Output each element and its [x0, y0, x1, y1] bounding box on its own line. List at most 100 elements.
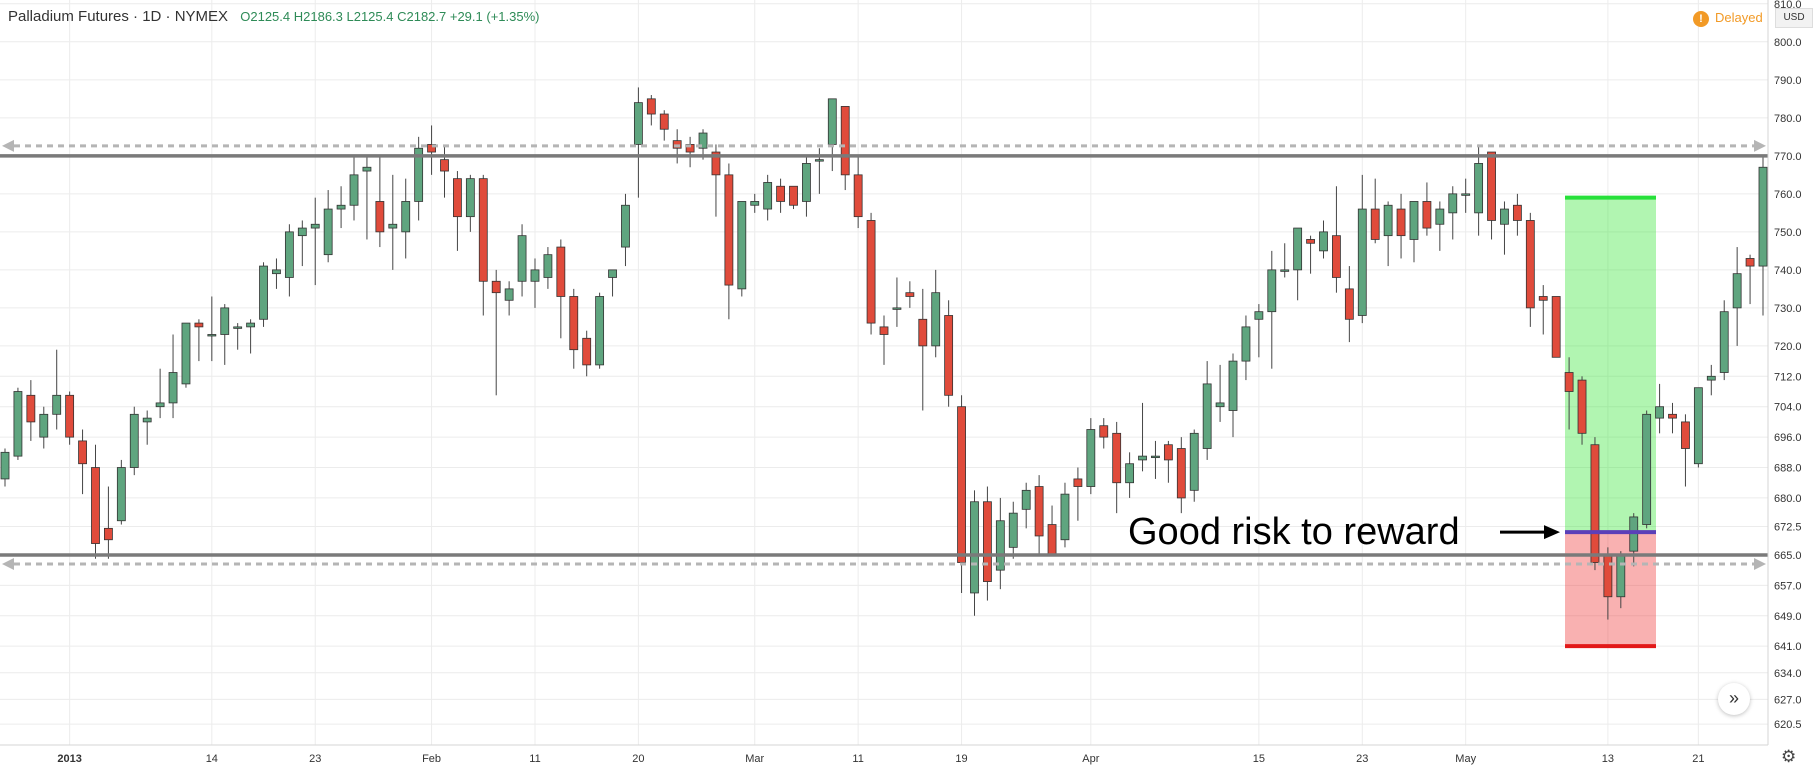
chart-header: Palladium Futures · 1D · NYMEX O2125.4 H…: [8, 8, 539, 25]
candle-body: [1228, 360, 1238, 411]
candle-body: [1370, 208, 1380, 240]
candle-body: [931, 292, 941, 347]
candle-body: [711, 151, 721, 176]
candle-body: [13, 391, 23, 457]
x-tick-label: May: [1455, 753, 1476, 765]
y-tick-label: 688.0: [1774, 463, 1802, 475]
y-tick-label: 634.0: [1774, 668, 1802, 680]
candle-body: [504, 288, 514, 301]
candle-body: [349, 174, 359, 206]
candle-body: [1267, 269, 1277, 313]
candle-body: [1668, 413, 1677, 419]
y-tick-label: 672.5: [1774, 521, 1802, 533]
y-tick-label: 649.0: [1774, 611, 1802, 623]
candle-body: [1525, 220, 1535, 309]
candle-body: [1073, 478, 1083, 487]
y-tick-label: 680.0: [1774, 493, 1802, 505]
candle-body: [827, 98, 837, 145]
candle-body: [1176, 448, 1186, 499]
candle-body: [814, 159, 824, 162]
candle-body: [1448, 193, 1458, 214]
candle-body: [414, 147, 424, 202]
candle-body: [1047, 524, 1057, 556]
candle-body: [1655, 406, 1664, 419]
y-tick-label: 730.0: [1774, 303, 1802, 315]
candle-body: [905, 292, 915, 297]
y-tick-label: 657.0: [1774, 580, 1802, 592]
candle-body: [233, 326, 243, 329]
candle-body: [1241, 326, 1251, 362]
candle-body: [608, 269, 617, 278]
candle-body: [530, 269, 540, 282]
candle-body: [142, 417, 152, 423]
y-tick-label: 641.0: [1774, 641, 1802, 653]
candle-body: [65, 394, 75, 438]
candle-body: [543, 254, 553, 278]
candle-body: [1112, 432, 1122, 484]
y-tick-label: 720.0: [1774, 341, 1802, 353]
candle-body: [1409, 201, 1419, 240]
candle-body: [1396, 208, 1406, 237]
candle-body: [78, 440, 87, 465]
candle-body: [0, 451, 10, 480]
ohlc-readout: O2125.4 H2186.3 L2125.4 C2182.7 +29.1 (+…: [240, 9, 540, 24]
candle-body: [1500, 208, 1509, 225]
delayed-label: Delayed: [1715, 10, 1763, 25]
candle-body: [1564, 372, 1574, 392]
candle-body: [272, 269, 281, 275]
arrow-left-icon: [2, 139, 14, 152]
candle-body: [297, 227, 307, 237]
candle-body: [1383, 204, 1393, 237]
candle-body: [1461, 193, 1471, 196]
candle-body: [1280, 269, 1290, 272]
candle-body: [39, 413, 49, 438]
candle-body: [401, 201, 411, 233]
candle-body: [310, 223, 320, 229]
levels: [0, 139, 1768, 570]
candle-body: [556, 246, 566, 297]
candle-body: [1577, 379, 1587, 434]
annotation-label: Good risk to reward: [1128, 511, 1460, 553]
candle-body: [595, 296, 605, 366]
candle-body: [1732, 273, 1742, 309]
candle-body: [1125, 463, 1135, 484]
candle-body: [116, 467, 126, 522]
y-tick-label: 800.0: [1774, 37, 1802, 49]
gear-icon[interactable]: ⚙: [1781, 747, 1797, 766]
candle-body: [181, 322, 191, 385]
candle-body: [633, 102, 643, 145]
position-lines: [1565, 195, 1656, 649]
candle-body: [440, 159, 449, 172]
annotation-arrow: [1500, 525, 1560, 540]
y-tick-label: 790.0: [1774, 75, 1802, 87]
delayed-status[interactable]: ! Delayed: [1693, 10, 1763, 27]
x-tick-label: 19: [955, 753, 967, 765]
candle-body: [465, 178, 475, 218]
candle-body: [1034, 486, 1044, 537]
candle-body: [1254, 311, 1264, 320]
y-tick-label: 740.0: [1774, 265, 1802, 277]
x-tick-label: 20: [632, 753, 644, 765]
candle-body: [1435, 208, 1445, 225]
candle-body: [1422, 201, 1432, 229]
x-tick-label: Feb: [422, 753, 441, 765]
candle-body: [1344, 288, 1354, 320]
y-tick-label: 627.0: [1774, 694, 1802, 706]
candle-body: [1512, 204, 1522, 221]
candle-body: [323, 208, 333, 256]
candle-body: [1332, 235, 1341, 278]
candle-body: [104, 527, 113, 541]
candle-body: [1603, 554, 1613, 598]
x-tick-label: 21: [1692, 753, 1704, 765]
candle-body: [1293, 227, 1303, 271]
candle-body: [1008, 512, 1018, 548]
candle-body: [91, 467, 100, 544]
candle-body: [789, 185, 798, 206]
candle-body: [1319, 231, 1328, 252]
scroll-to-realtime-button[interactable]: »: [1718, 683, 1750, 715]
candle-body: [1215, 402, 1225, 408]
symbol-title: Palladium Futures · 1D · NYMEX: [8, 8, 229, 25]
currency-button[interactable]: USD: [1775, 8, 1813, 28]
candle-body: [453, 178, 462, 218]
